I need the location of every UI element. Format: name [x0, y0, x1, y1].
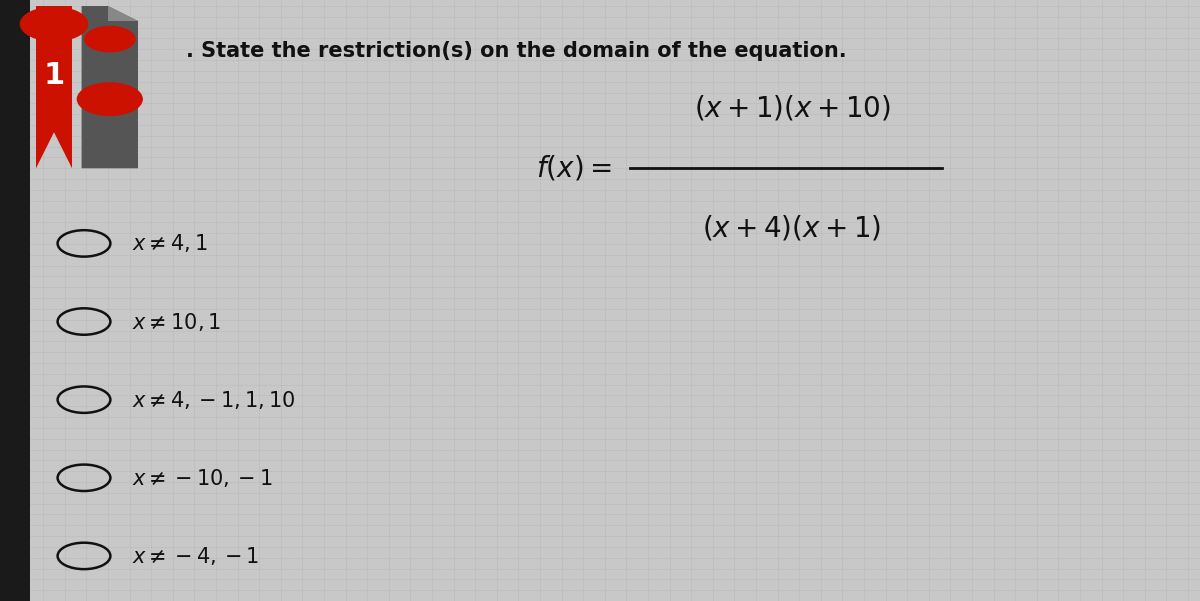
Text: $x \neq -10, -1$: $x \neq -10, -1$: [132, 467, 272, 489]
Text: 1: 1: [43, 61, 65, 90]
Circle shape: [20, 7, 88, 41]
Circle shape: [84, 26, 134, 52]
Circle shape: [78, 83, 142, 115]
Text: $f(x) =$: $f(x) =$: [536, 154, 612, 183]
Polygon shape: [82, 6, 138, 168]
Text: $x \neq -4, -1$: $x \neq -4, -1$: [132, 545, 259, 567]
Polygon shape: [108, 6, 138, 21]
Text: $(x+4)(x+1)$: $(x+4)(x+1)$: [702, 214, 882, 243]
Polygon shape: [0, 0, 30, 601]
Text: $x \neq 10, 1$: $x \neq 10, 1$: [132, 311, 221, 332]
Polygon shape: [36, 6, 72, 168]
Text: $x \neq 4, 1$: $x \neq 4, 1$: [132, 233, 208, 254]
Text: . State the restriction(s) on the domain of the equation.: . State the restriction(s) on the domain…: [186, 41, 847, 61]
Text: $(x+1)(x+10)$: $(x+1)(x+10)$: [694, 94, 890, 123]
Text: $x \neq 4, -1, 1, 10$: $x \neq 4, -1, 1, 10$: [132, 389, 295, 410]
